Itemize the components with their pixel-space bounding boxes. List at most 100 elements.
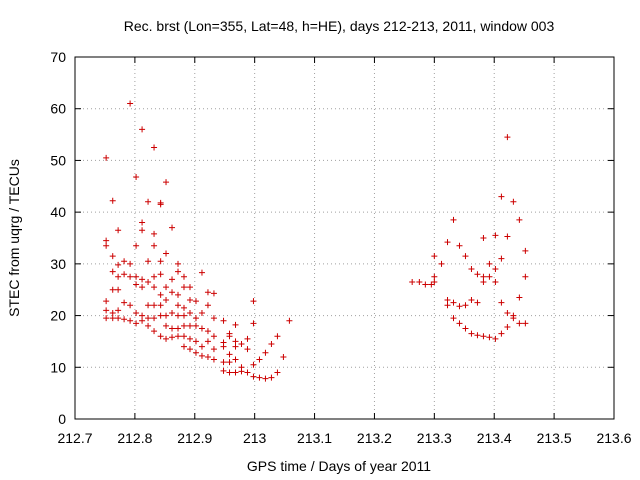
data-point	[198, 352, 205, 359]
data-point	[468, 297, 475, 304]
x-tick-label: 213.3	[417, 430, 452, 446]
y-tick-label: 50	[50, 152, 66, 168]
data-point	[474, 332, 481, 339]
data-point	[163, 250, 170, 257]
data-point	[115, 227, 122, 234]
data-point	[133, 242, 140, 249]
data-point	[180, 343, 187, 350]
data-point	[450, 315, 457, 322]
tick-labels: 212.7 212.8 212.9 213 213.1 213.2 213.3 213.4 21…	[50, 49, 631, 446]
data-point	[109, 197, 116, 204]
data-point	[262, 349, 269, 356]
data-point	[139, 317, 146, 324]
data-point	[198, 269, 205, 276]
data-point	[163, 335, 170, 342]
data-point	[157, 312, 164, 319]
data-point	[180, 322, 187, 329]
data-point	[169, 289, 176, 296]
data-point	[498, 330, 505, 337]
data-point	[151, 284, 158, 291]
y-tick-label: 30	[50, 256, 66, 272]
data-point	[492, 266, 499, 273]
data-point	[103, 242, 110, 249]
data-point	[109, 253, 116, 260]
data-point	[133, 273, 140, 280]
data-point	[268, 341, 275, 348]
data-point	[522, 320, 529, 327]
data-point	[175, 302, 182, 309]
data-point	[180, 284, 187, 291]
x-tick-label: 213.6	[596, 430, 631, 446]
data-point	[180, 333, 187, 340]
data-point	[210, 315, 217, 322]
data-point	[198, 309, 205, 316]
data-point	[422, 281, 429, 288]
data-point	[151, 302, 158, 309]
data-point	[151, 315, 158, 322]
data-point	[204, 302, 211, 309]
data-point	[109, 315, 116, 322]
data-point	[220, 317, 227, 324]
data-point	[480, 235, 487, 241]
x-tick-label: 213.2	[357, 430, 392, 446]
data-point	[115, 286, 122, 293]
plot-frame	[74, 56, 615, 420]
data-point	[516, 216, 523, 223]
data-point	[428, 281, 435, 288]
data-point	[486, 260, 493, 267]
data-point	[139, 276, 146, 283]
data-point	[244, 369, 251, 376]
data-point	[474, 271, 481, 278]
data-point	[109, 309, 116, 316]
grid-lines	[75, 57, 614, 419]
data-point	[139, 284, 146, 291]
data-point	[480, 333, 487, 340]
data-point	[127, 317, 134, 324]
data-point	[232, 338, 239, 345]
data-point	[103, 307, 110, 314]
data-point	[121, 316, 128, 323]
data-point	[180, 304, 187, 311]
chart-title: Rec. brst (Lon=355, Lat=48, h=HE), days …	[124, 18, 555, 34]
data-point	[121, 258, 128, 265]
data-point	[186, 284, 193, 291]
data-point	[139, 227, 146, 234]
data-point	[504, 233, 511, 240]
data-point	[268, 374, 275, 381]
data-point	[115, 307, 122, 314]
data-point	[256, 356, 263, 363]
data-point	[474, 299, 481, 306]
data-point	[244, 335, 251, 342]
data-point	[456, 303, 463, 310]
data-point	[127, 260, 134, 267]
data-point	[180, 312, 187, 319]
data-point	[262, 375, 269, 382]
data-point	[492, 335, 499, 342]
y-tick-label: 10	[50, 359, 66, 375]
data-point	[226, 359, 233, 366]
data-point	[139, 126, 146, 133]
data-point	[220, 343, 227, 350]
data-point	[444, 297, 451, 304]
data-point	[204, 328, 211, 335]
data-point	[256, 374, 263, 381]
data-point	[250, 298, 257, 305]
data-point	[450, 216, 457, 223]
x-tick-label: 212.9	[177, 430, 212, 446]
data-point	[157, 258, 164, 265]
x-axis-label: GPS time / Days of year 2011	[247, 458, 431, 474]
data-point	[186, 297, 193, 304]
y-tick-label: 70	[50, 49, 66, 65]
data-point	[192, 298, 199, 305]
data-point	[175, 268, 182, 275]
data-point	[504, 134, 511, 141]
y-tick-label: 20	[50, 308, 66, 324]
data-point	[522, 273, 529, 280]
y-tick-label: 60	[50, 101, 66, 117]
data-point	[510, 315, 517, 322]
data-point	[450, 299, 457, 306]
data-point	[232, 343, 239, 350]
data-point	[133, 173, 140, 180]
data-point	[492, 232, 499, 239]
data-point	[175, 291, 182, 298]
